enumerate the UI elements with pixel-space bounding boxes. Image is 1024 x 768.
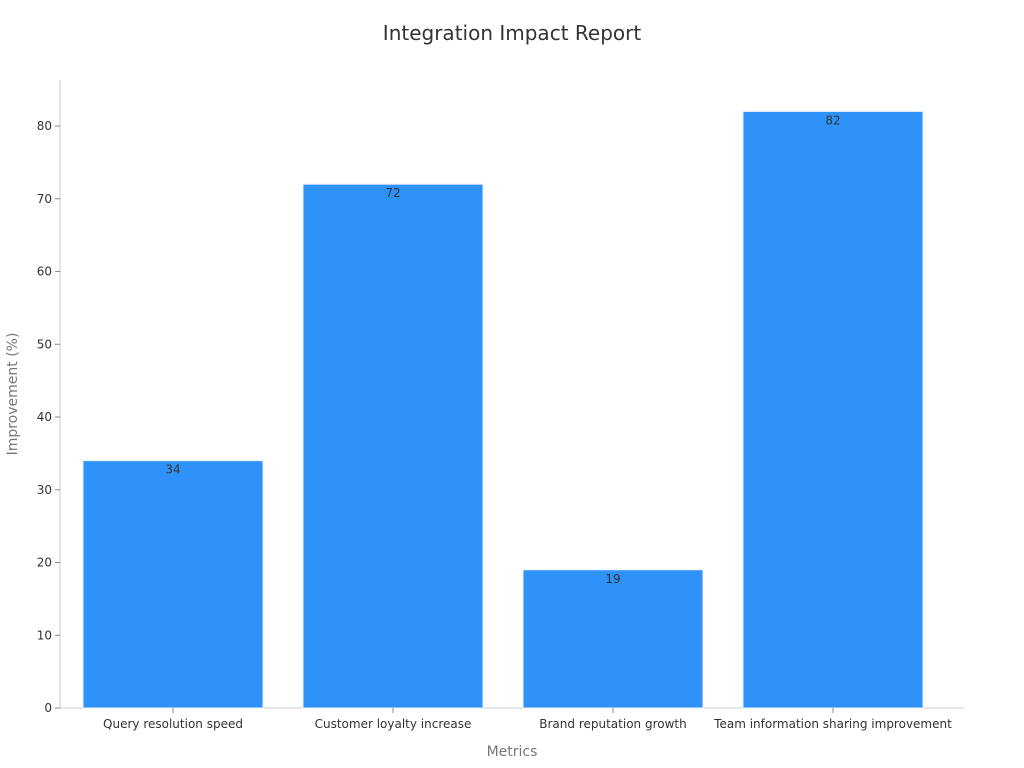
y-tick-label: 40: [37, 410, 52, 424]
y-axis-ticks: 0 10 20 30 40 50 60 70 80: [37, 119, 60, 715]
x-axis-label: Metrics: [487, 744, 538, 760]
y-axis-label: Improvement (%): [5, 333, 21, 456]
x-tick-label: Query resolution speed: [103, 717, 243, 731]
y-tick-label: 80: [37, 119, 52, 133]
bars: 34 72 19 82: [82, 110, 924, 709]
bar: [82, 460, 264, 709]
y-tick-label: 10: [37, 628, 52, 642]
y-tick-label: 30: [37, 483, 52, 497]
bar-value-label: 34: [165, 463, 180, 477]
y-tick-label: 0: [44, 701, 52, 715]
bar: [522, 569, 704, 709]
x-tick-label: Team information sharing improvement: [713, 717, 952, 731]
x-axis-ticks: Query resolution speed Customer loyalty i…: [103, 708, 952, 731]
y-tick-label: 50: [37, 337, 52, 351]
y-tick-label: 60: [37, 265, 52, 279]
bar-value-label: 72: [385, 186, 400, 200]
y-tick-label: 20: [37, 556, 52, 570]
chart-title: Integration Impact Report: [383, 21, 642, 45]
x-tick-label: Customer loyalty increase: [315, 717, 472, 731]
y-tick-label: 70: [37, 192, 52, 206]
bar: [302, 183, 484, 709]
x-tick-label: Brand reputation growth: [539, 717, 686, 731]
bar-value-label: 82: [825, 113, 840, 127]
bar-value-label: 19: [605, 572, 620, 586]
bar: [742, 110, 924, 709]
